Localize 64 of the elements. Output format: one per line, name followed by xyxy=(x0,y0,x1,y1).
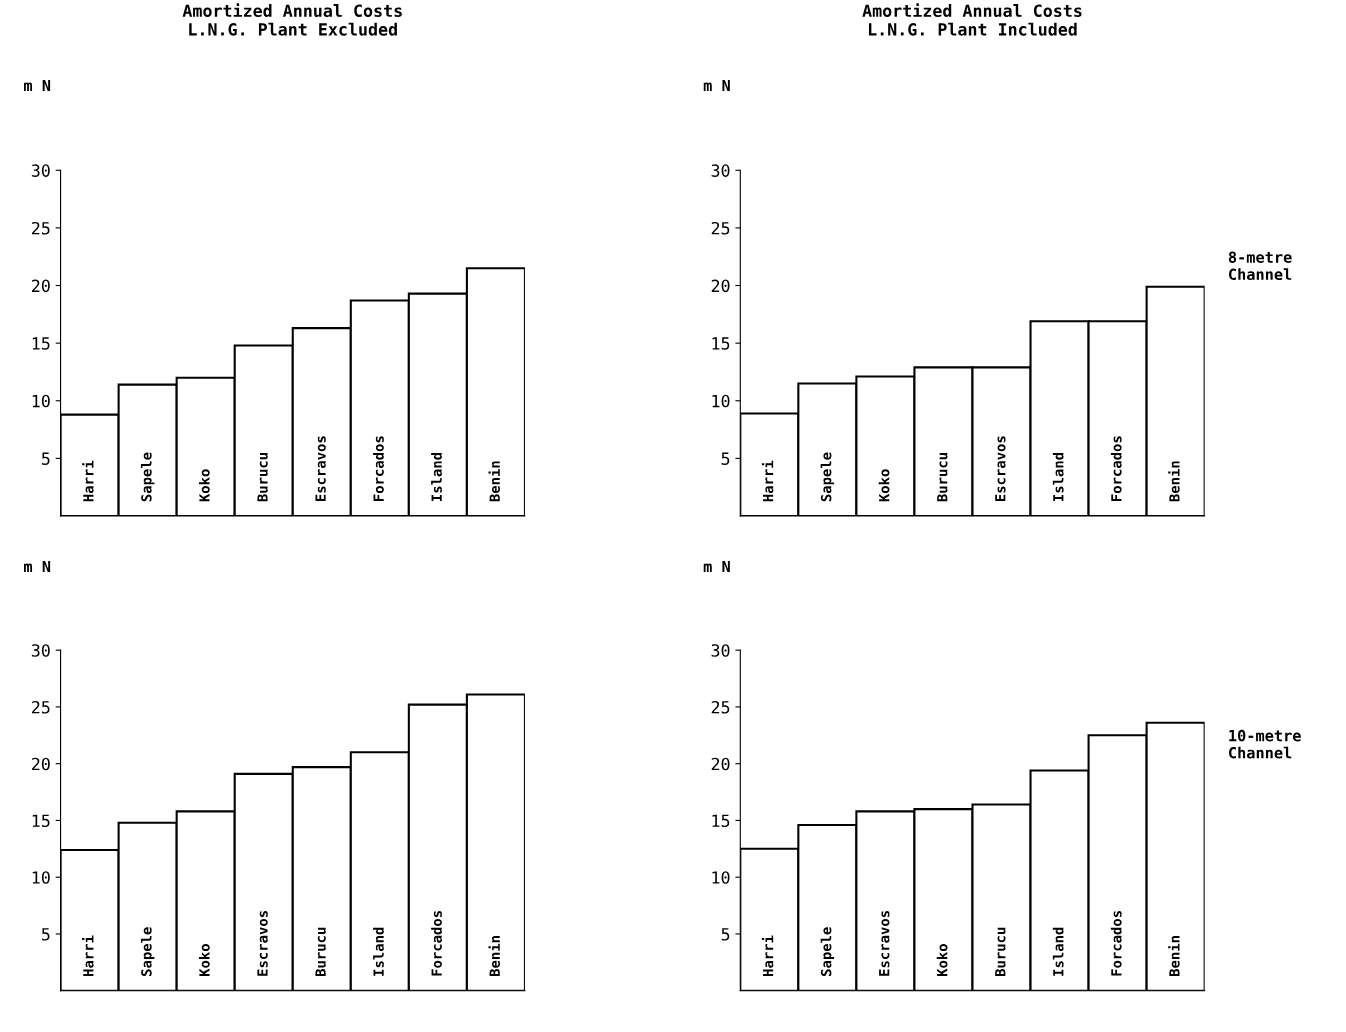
x-tick-label: Burucu xyxy=(995,927,1006,976)
x-tick-label: Harri xyxy=(761,935,774,976)
y-tick-label: 10 xyxy=(32,871,50,884)
y-tick-label: 25 xyxy=(32,221,50,235)
y-tick-label: 30 xyxy=(31,644,50,657)
x-tick-label: Island xyxy=(431,452,442,501)
y-axis-title: m N xyxy=(703,79,730,92)
y-tick-label: 15 xyxy=(32,814,50,828)
y-tick-label: 20 xyxy=(32,757,50,771)
y-tick-label: 5 xyxy=(41,452,50,465)
y-tick-label: 15 xyxy=(712,337,730,350)
y-tick-label: 15 xyxy=(712,814,730,828)
y-tick-label: 20 xyxy=(711,279,730,293)
y-axis-title: m N xyxy=(24,79,51,92)
x-tick-label: Forcados xyxy=(431,911,442,976)
y-tick-label: 30 xyxy=(711,644,730,657)
x-tick-label: Burucu xyxy=(937,453,948,502)
x-tick-label: Island xyxy=(373,927,384,976)
y-tick-label: 25 xyxy=(711,700,730,714)
x-tick-label: Koko xyxy=(198,469,210,502)
y-tick-label: 15 xyxy=(32,337,50,350)
text: 10-metre Channel xyxy=(1229,729,1301,759)
x-tick-label: Benin xyxy=(1168,461,1180,502)
x-tick-label: Burucu xyxy=(257,453,268,502)
y-tick-label: 5 xyxy=(721,452,730,465)
x-tick-label: Forcados xyxy=(1110,436,1122,501)
y-tick-label: 25 xyxy=(32,700,50,714)
x-tick-label: Sapele xyxy=(140,452,155,502)
x-tick-label: Koko xyxy=(936,944,948,977)
x-tick-label: Island xyxy=(1052,452,1064,501)
y-tick-label: 10 xyxy=(32,394,50,408)
x-tick-label: Koko xyxy=(878,469,890,502)
y-axis-title: m N xyxy=(703,560,730,573)
x-tick-label: Escravos xyxy=(315,436,326,501)
y-tick-label: 25 xyxy=(711,221,730,235)
text: 8-metre Channel xyxy=(1228,251,1292,281)
x-tick-label: Koko xyxy=(198,944,210,977)
y-tick-label: 5 xyxy=(721,928,730,941)
x-tick-label: Sapele xyxy=(820,927,835,976)
y-tick-label: 20 xyxy=(711,757,730,771)
chart-title: Amortized Annual Costs L.N.G. Plant Excluded xyxy=(182,3,402,36)
chart-title: Amortized Annual Costs L.N.G. Plant Included xyxy=(862,3,1082,36)
x-tick-label: Escravos xyxy=(257,911,268,976)
x-tick-label: Sapele xyxy=(820,452,835,502)
y-axis-title: m N xyxy=(24,560,51,573)
x-tick-label: Benin xyxy=(488,936,500,976)
x-tick-label: Forcados xyxy=(1110,911,1122,976)
y-tick-label: 30 xyxy=(711,164,730,177)
x-tick-label: Escravos xyxy=(995,436,1006,501)
x-tick-label: Benin xyxy=(1168,936,1180,976)
y-tick-label: 10 xyxy=(712,871,730,884)
x-tick-label: Benin xyxy=(488,461,500,502)
x-tick-label: Island xyxy=(1052,927,1064,976)
x-tick-label: Forcados xyxy=(373,436,384,501)
x-tick-label: Harri xyxy=(761,460,774,502)
x-tick-label: Harri xyxy=(82,935,94,976)
y-tick-label: 10 xyxy=(712,394,730,408)
x-tick-label: Escravos xyxy=(879,911,890,976)
x-tick-label: Harri xyxy=(82,460,94,502)
x-tick-label: Sapele xyxy=(140,927,155,976)
y-tick-label: 30 xyxy=(31,164,50,177)
y-tick-label: 5 xyxy=(41,928,50,941)
x-tick-label: Burucu xyxy=(315,927,326,976)
y-tick-label: 20 xyxy=(32,279,50,293)
